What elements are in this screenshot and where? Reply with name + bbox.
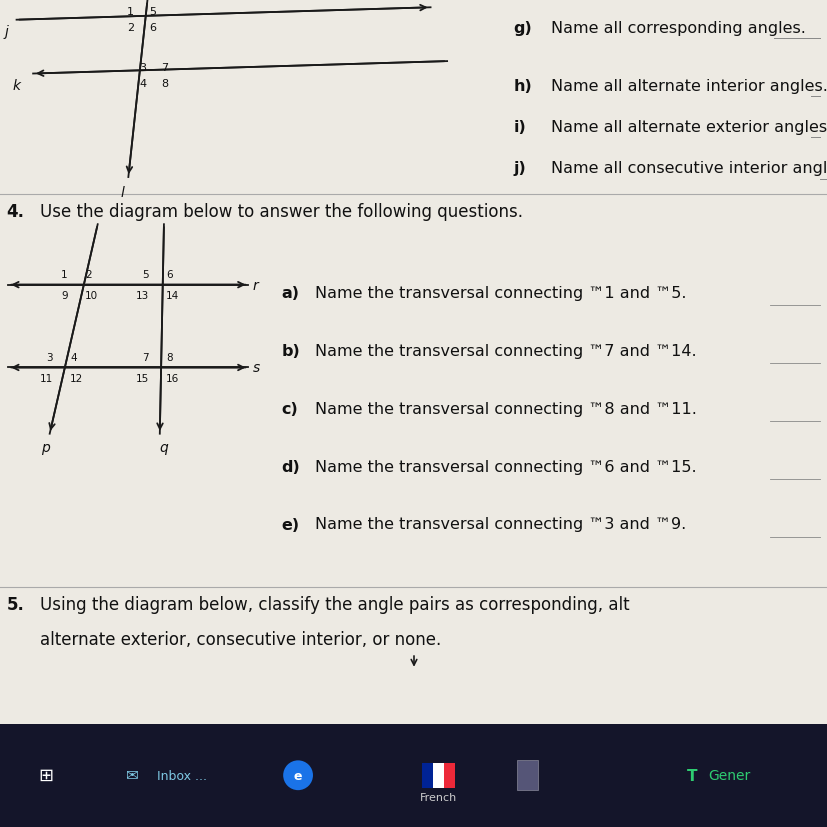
- Text: French: French: [420, 792, 457, 802]
- Text: e): e): [281, 517, 299, 532]
- Text: l: l: [120, 186, 124, 200]
- Text: c): c): [281, 401, 298, 416]
- Text: b): b): [281, 343, 300, 358]
- Text: 6: 6: [149, 23, 155, 33]
- Text: 6: 6: [166, 270, 173, 280]
- Text: Name the transversal connecting ™7 and ™14.: Name the transversal connecting ™7 and ™…: [314, 343, 696, 358]
- Bar: [444, 762, 455, 787]
- Text: r: r: [252, 279, 258, 292]
- Text: 4: 4: [139, 79, 146, 89]
- Text: 7: 7: [161, 63, 169, 73]
- Text: 10: 10: [85, 290, 98, 301]
- Text: 2: 2: [85, 270, 92, 280]
- Text: d): d): [281, 459, 300, 474]
- Text: T: T: [686, 767, 697, 783]
- Text: Name all consecutive interior angles.: Name all consecutive interior angles.: [550, 161, 827, 176]
- Text: j: j: [4, 25, 8, 39]
- Bar: [0, 724, 827, 827]
- Text: ✉: ✉: [126, 766, 139, 782]
- Text: 2: 2: [127, 23, 134, 33]
- Text: g): g): [513, 21, 532, 36]
- Text: p: p: [41, 441, 50, 455]
- Bar: [422, 762, 433, 787]
- Text: s: s: [252, 361, 260, 375]
- Text: 14: 14: [166, 290, 179, 301]
- Text: 11: 11: [40, 374, 53, 384]
- Text: j): j): [513, 161, 525, 176]
- Bar: [433, 762, 444, 787]
- Text: e: e: [294, 769, 302, 782]
- Text: Using the diagram below, classify the angle pairs as corresponding, alt: Using the diagram below, classify the an…: [40, 595, 629, 614]
- Text: 12: 12: [70, 374, 84, 384]
- Text: 8: 8: [166, 352, 173, 362]
- Text: Name all alternate exterior angles.: Name all alternate exterior angles.: [550, 120, 827, 135]
- Text: 4.: 4.: [7, 203, 25, 221]
- Text: alternate exterior, consecutive interior, or none.: alternate exterior, consecutive interior…: [40, 630, 441, 648]
- Text: h): h): [513, 79, 532, 93]
- Circle shape: [283, 761, 313, 791]
- Text: 3: 3: [46, 352, 53, 362]
- Text: q: q: [160, 441, 169, 455]
- Text: 7: 7: [142, 352, 149, 362]
- Text: Name all alternate interior angles.: Name all alternate interior angles.: [550, 79, 826, 93]
- Bar: [517, 761, 538, 791]
- Text: Name the transversal connecting ™1 and ™5.: Name the transversal connecting ™1 and ™…: [314, 285, 686, 300]
- Text: 9: 9: [61, 290, 68, 301]
- Text: 1: 1: [127, 7, 133, 17]
- Text: a): a): [281, 285, 299, 300]
- Text: Gener: Gener: [707, 768, 749, 782]
- Text: k: k: [12, 79, 21, 93]
- Text: 5.: 5.: [7, 595, 25, 614]
- Text: 5: 5: [142, 270, 149, 280]
- Text: Inbox ...: Inbox ...: [157, 769, 207, 782]
- Text: 3: 3: [139, 63, 146, 73]
- Text: 4: 4: [70, 352, 77, 362]
- Text: 5: 5: [149, 7, 155, 17]
- Text: Name the transversal connecting ™3 and ™9.: Name the transversal connecting ™3 and ™…: [314, 517, 685, 532]
- Text: 16: 16: [166, 374, 179, 384]
- Text: 13: 13: [136, 290, 149, 301]
- Text: 8: 8: [161, 79, 169, 89]
- Text: 1: 1: [61, 270, 68, 280]
- Text: 15: 15: [136, 374, 149, 384]
- Text: i): i): [513, 120, 525, 135]
- Text: Name all corresponding angles.: Name all corresponding angles.: [550, 21, 805, 36]
- Text: ⊞: ⊞: [38, 767, 53, 784]
- Text: Name the transversal connecting ™6 and ™15.: Name the transversal connecting ™6 and ™…: [314, 459, 696, 474]
- Text: Name the transversal connecting ™8 and ™11.: Name the transversal connecting ™8 and ™…: [314, 401, 696, 416]
- Text: Use the diagram below to answer the following questions.: Use the diagram below to answer the foll…: [40, 203, 522, 221]
